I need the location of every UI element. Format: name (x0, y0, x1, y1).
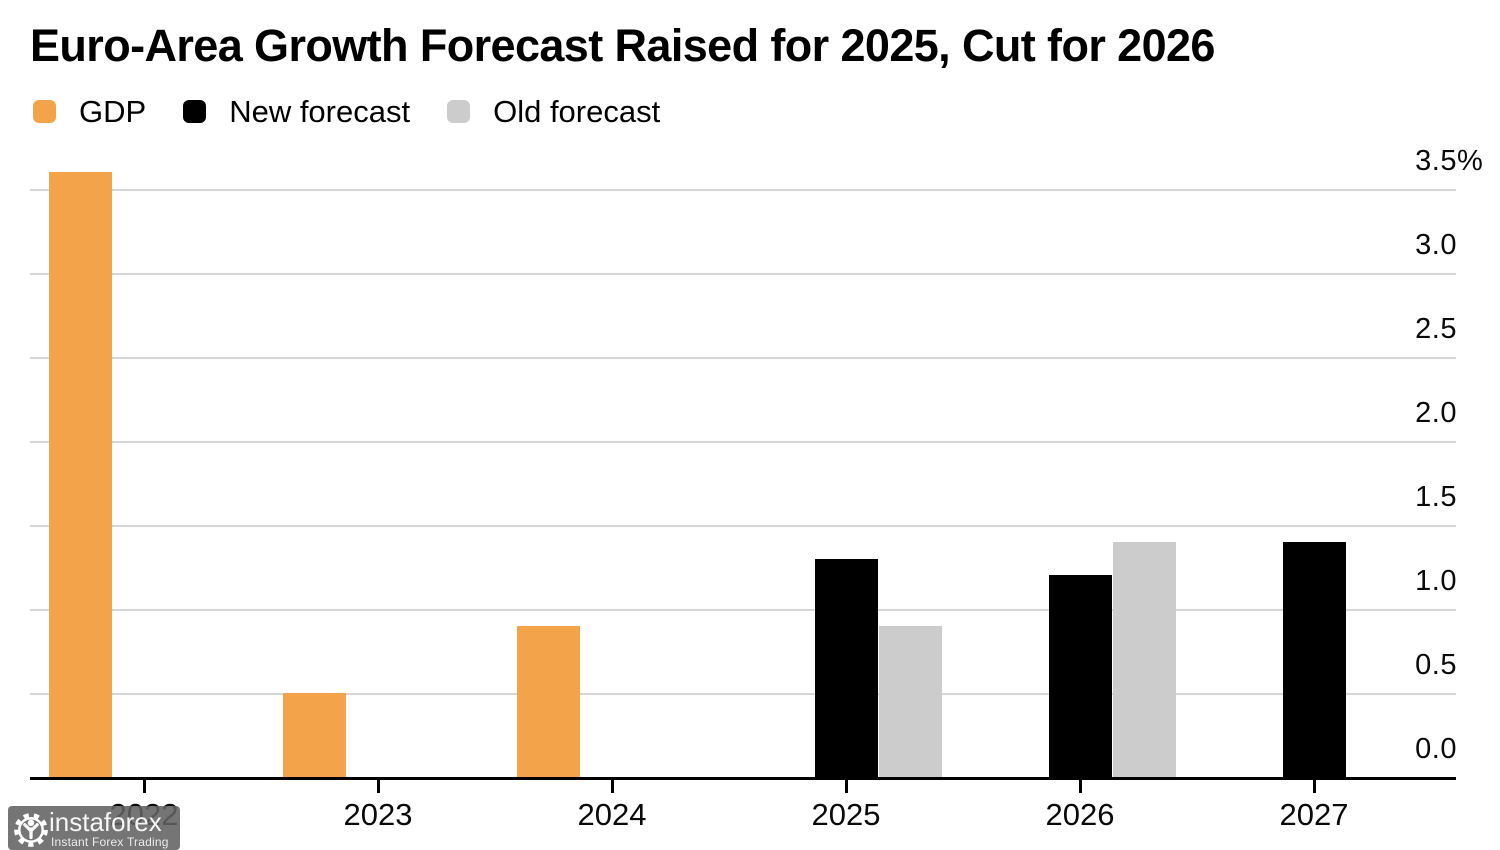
bar-gdp-2023 (282, 693, 346, 777)
gridline-0.5 (30, 693, 1456, 695)
new-forecast-swatch-icon (183, 100, 207, 123)
x-axis-label-2026: 2026 (1045, 797, 1115, 832)
y-axis-label-value: 2.0 (1415, 397, 1457, 429)
bar-gdp-2022 (48, 172, 112, 777)
bar-gdp-2024 (516, 625, 580, 777)
bar-new-forecast-2025 (814, 558, 878, 777)
bar-new-forecast-2026 (1048, 575, 1112, 777)
y-axis-unit-suffix: % (1457, 145, 1484, 177)
y-axis-label-value: 0.5 (1415, 649, 1457, 681)
legend-label-new-forecast: New forecast (229, 94, 411, 129)
x-axis-tick-2022 (142, 780, 146, 793)
x-axis-line (30, 777, 1456, 780)
watermark: instaforex Instant Forex Trading (8, 806, 180, 850)
x-axis-tick-2027 (1312, 780, 1316, 793)
legend-label-gdp: GDP (79, 94, 147, 129)
gdp-swatch-icon (33, 100, 56, 123)
bar-old-forecast-2025 (878, 625, 942, 777)
gridline-2.5 (30, 357, 1456, 359)
y-axis-label-0.5: 0.5 (1337, 651, 1457, 680)
legend-item-new-forecast: New forecast (183, 96, 410, 127)
legend-item-gdp: GDP (33, 96, 146, 127)
legend: GDP New forecast Old forecast (33, 96, 660, 127)
gridline-2.0 (30, 441, 1456, 443)
x-axis-label-2027: 2027 (1279, 797, 1349, 832)
x-axis-tick-2025 (844, 780, 848, 793)
gridline-1.0 (30, 609, 1456, 611)
x-axis-tick-2026 (1078, 780, 1082, 793)
y-axis-label-2.0: 2.0 (1337, 399, 1457, 428)
watermark-brand: instaforex (49, 807, 162, 837)
gridline-1.5 (30, 525, 1456, 527)
y-axis-label-value: 3.5 (1415, 145, 1457, 177)
y-axis-label-1.0: 1.0 (1337, 567, 1457, 596)
y-axis-label-value: 1.0 (1415, 565, 1457, 597)
x-axis-label-2025: 2025 (811, 797, 881, 832)
x-axis-tick-2024 (610, 780, 614, 793)
instaforex-gear-icon (14, 813, 48, 847)
x-axis-label-2023: 2023 (343, 797, 413, 832)
x-axis-tick-2023 (376, 780, 380, 793)
y-axis-label-value: 0.0 (1415, 733, 1457, 765)
y-axis-label-3.0: 3.0 (1337, 231, 1457, 260)
gridline-3.0 (30, 273, 1456, 275)
old-forecast-swatch-icon (447, 100, 471, 123)
y-axis-label-2.5: 2.5 (1337, 315, 1457, 344)
legend-label-old-forecast: Old forecast (493, 94, 661, 129)
y-axis-label-value: 2.5 (1415, 313, 1457, 345)
gridline-3.5 (30, 189, 1456, 191)
y-axis-label-1.5: 1.5 (1337, 483, 1457, 512)
y-axis-label-value: 3.0 (1415, 229, 1457, 261)
y-axis-label-3.5: 3.5% (1337, 145, 1483, 177)
watermark-tagline: Instant Forex Trading (51, 835, 169, 849)
y-axis-label-value: 1.5 (1415, 481, 1457, 513)
y-axis-label-0.0: 0.0 (1337, 735, 1457, 764)
bar-old-forecast-2026 (1112, 541, 1176, 777)
bar-new-forecast-2027 (1282, 541, 1346, 777)
x-axis-label-2024: 2024 (577, 797, 647, 832)
page-title: Euro-Area Growth Forecast Raised for 202… (30, 20, 1215, 71)
legend-item-old-forecast: Old forecast (447, 96, 660, 127)
